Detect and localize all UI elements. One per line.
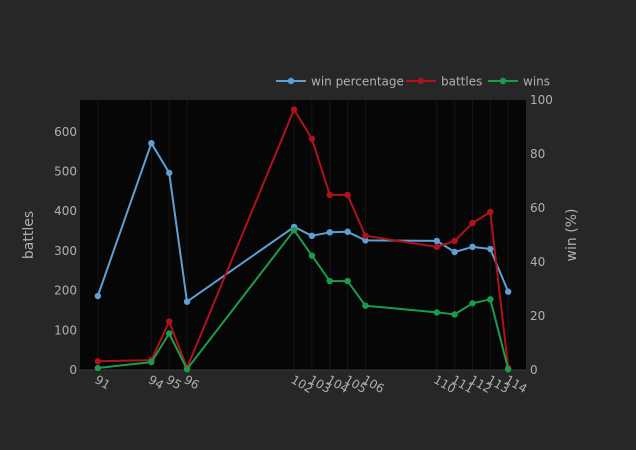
x-tick-label-2: 95 — [164, 372, 184, 392]
data-point-0-7 — [344, 228, 351, 235]
data-point-2-2 — [166, 330, 173, 337]
data-point-2-3 — [183, 366, 191, 373]
y-axis-label: battles — [21, 211, 37, 259]
legend-marker-2 — [499, 77, 507, 85]
y-tick-label-5: 500 — [54, 164, 77, 178]
y-tick-label-0: 0 — [69, 363, 77, 377]
data-point-2-9 — [433, 309, 440, 316]
data-point-2-8 — [362, 302, 369, 309]
data-point-0-13 — [504, 288, 512, 295]
data-point-1-6 — [326, 191, 333, 199]
data-point-1-8 — [362, 232, 369, 239]
y2-tick-label-4: 80 — [530, 147, 545, 161]
y2-tick-label-3: 60 — [530, 201, 545, 215]
data-point-1-9 — [433, 243, 440, 251]
legend-label-0: win percentage — [311, 75, 404, 89]
left-axis-ticks: 0 100 200 300 400 500 600 — [54, 125, 77, 377]
legend-marker-1 — [417, 77, 425, 85]
series-line-2 — [97, 229, 510, 371]
x-tick-label-3: 96 — [182, 372, 202, 392]
series-line-1 — [97, 108, 510, 369]
data-point-1-10 — [451, 237, 458, 245]
data-point-1-4 — [290, 106, 298, 113]
data-point-0-11 — [469, 243, 476, 251]
right-axis-ticks: 0 20 40 60 80 100 — [530, 93, 553, 377]
data-point-2-12 — [487, 296, 494, 303]
y-tick-label-3: 300 — [54, 244, 77, 258]
data-point-2-1 — [148, 358, 155, 366]
legend-label-2: wins — [523, 75, 550, 89]
data-point-0-6 — [326, 229, 333, 236]
data-point-0-10 — [451, 248, 458, 256]
y-tick-label-1: 100 — [54, 323, 77, 337]
y2-tick-label-5: 100 — [530, 93, 553, 107]
data-point-0-9 — [433, 237, 440, 245]
data-point-1-5 — [308, 135, 316, 143]
y2-tick-label-0: 0 — [530, 363, 538, 377]
data-point-2-0 — [94, 364, 102, 372]
data-point-1-7 — [344, 191, 351, 199]
data-point-0-3 — [183, 298, 191, 305]
data-point-1-12 — [487, 208, 494, 216]
data-point-0-2 — [166, 169, 173, 177]
x-tick-label-1: 94 — [146, 372, 166, 392]
legend-marker-0 — [287, 77, 295, 85]
data-point-2-11 — [469, 300, 476, 307]
data-point-2-10 — [451, 311, 458, 318]
data-point-1-0 — [94, 358, 102, 365]
data-point-2-5 — [308, 252, 316, 259]
series-layer — [94, 106, 512, 373]
data-point-1-11 — [469, 219, 476, 227]
y2-tick-label-2: 40 — [530, 255, 545, 269]
data-point-2-13 — [504, 366, 512, 373]
data-point-0-5 — [308, 232, 316, 240]
y2-axis-label: win (%) — [564, 209, 580, 262]
legend[interactable]: win percentage battles wins — [276, 75, 550, 89]
data-point-1-2 — [166, 318, 173, 325]
y2-tick-label-1: 20 — [530, 309, 545, 323]
x-tick-label-0: 91 — [92, 372, 112, 392]
y-tick-label-6: 600 — [54, 125, 77, 139]
y-tick-label-4: 400 — [54, 204, 77, 218]
data-point-0-12 — [487, 245, 494, 253]
data-point-0-8 — [362, 237, 369, 244]
data-point-2-4 — [290, 227, 298, 234]
y-tick-label-2: 200 — [54, 284, 77, 298]
legend-label-1: battles — [441, 75, 482, 89]
data-point-0-0 — [94, 292, 102, 300]
data-point-0-1 — [148, 140, 155, 147]
data-point-2-6 — [326, 277, 333, 285]
plot-background — [80, 100, 526, 370]
data-point-2-7 — [344, 277, 351, 285]
